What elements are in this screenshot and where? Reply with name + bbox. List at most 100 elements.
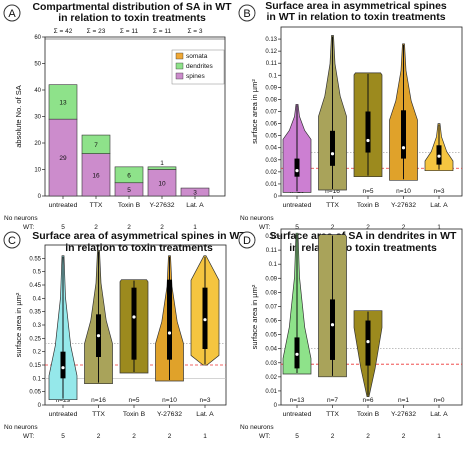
n-label: n=10 [162, 397, 177, 404]
bar-value-label: 16 [92, 172, 100, 179]
y-tick-label: 0.12 [265, 234, 277, 240]
n-label: n=16 [325, 188, 340, 195]
y-tick-label: 0.2 [33, 350, 42, 356]
wt-label: WT: [23, 433, 34, 440]
bar-spines [180, 187, 210, 197]
y-tick-label: 0.25 [29, 336, 41, 342]
chart-title-line-2: in relation to toxin treatments [65, 242, 213, 254]
chart-title-line-2: in relation to toxin treatments [289, 242, 437, 254]
neuron-count: 2 [168, 433, 172, 440]
chart-title-line-1: Surface area of SA in dendrites in WT [270, 230, 457, 242]
y-tick-label: 0.02 [265, 170, 277, 176]
neuron-count: 2 [97, 433, 101, 440]
neuron-count: 2 [127, 224, 131, 231]
median-point [295, 352, 299, 356]
y-tick-label: 0.3 [33, 323, 42, 329]
wt-label: WT: [259, 224, 270, 231]
sum-label: Σ = 11 [153, 28, 172, 35]
neuron-count: 1 [193, 224, 197, 231]
y-tick-label: 0.06 [265, 122, 277, 128]
panel-letter-badge [238, 4, 256, 22]
n-label: n=3 [433, 188, 444, 195]
wt-label: WT: [23, 224, 34, 231]
y-axis-label: surface area in µm² [14, 292, 23, 357]
y-tick-label: 0.09 [265, 276, 277, 282]
neuron-count: 1 [437, 224, 441, 231]
y-tick-label: 20 [34, 141, 41, 147]
panel-letter: D [243, 235, 251, 247]
bar-value-label: 7 [94, 142, 98, 149]
y-tick-label: 0.1 [33, 376, 42, 382]
neuron-count: 5 [61, 433, 65, 440]
iqr-box [60, 351, 66, 379]
bar-value-label: 29 [59, 155, 67, 162]
y-tick-label: 0.12 [265, 49, 277, 55]
n-label: n=5 [128, 397, 139, 404]
median-point [96, 334, 101, 338]
n-label: n=16 [91, 397, 106, 404]
x-category-label: untreated [49, 411, 78, 418]
sum-label: Σ = 3 [187, 28, 202, 35]
x-category-label: Toxin B [357, 411, 380, 418]
y-tick-label: 0.09 [265, 85, 277, 91]
x-category-label: Toxin B [118, 202, 141, 209]
y-tick-label: 0.11 [266, 248, 278, 254]
median-point [401, 146, 406, 150]
y-tick-label: 0.13 [265, 37, 277, 43]
y-tick-label: 0.07 [265, 110, 277, 116]
median-point [366, 340, 370, 344]
y-tick-label: 0.05 [29, 390, 41, 396]
y-tick-label: 60 [34, 35, 41, 41]
bar-value-label: 10 [158, 180, 166, 187]
iqr-box [167, 279, 172, 360]
x-category-label: TTX [326, 411, 339, 418]
y-tick-label: 0.07 [265, 304, 277, 310]
y-tick-label: 0.1 [269, 73, 278, 79]
y-tick-label: 0.04 [265, 146, 277, 152]
legend-swatch-somata [175, 52, 184, 60]
x-category-label: Lat. A [196, 411, 214, 418]
chart-title-line-2: in WT in relation to toxin treatments [266, 11, 445, 23]
y-tick-label: 40 [34, 88, 41, 94]
panel-c: C Surface area of asymmetrical spines in … [3, 230, 246, 440]
median-point [132, 315, 136, 319]
legend-label-spines: spines [186, 73, 206, 80]
median-point [295, 169, 299, 173]
n-label: n=5 [362, 188, 373, 195]
panel-letter-badge [238, 231, 256, 249]
y-tick-label: 50 [34, 62, 41, 68]
x-category-label: Toxin B [123, 411, 146, 418]
y-tick-label: 0.1 [269, 262, 278, 268]
bar-dendrites [114, 166, 144, 184]
y-tick-label: 30 [34, 115, 41, 121]
bar-dendrites [48, 84, 78, 120]
bar-spines [48, 118, 78, 197]
plot-frame [280, 228, 463, 406]
x-category-label: Y-27632 [149, 202, 174, 209]
neuron-count: 2 [94, 224, 98, 231]
legend-swatch-dendrites [175, 62, 184, 70]
panel-d: D Surface area of SA in dendrites in WTin… [238, 228, 463, 440]
neuron-count: 5 [61, 224, 65, 231]
neuron-count: 5 [295, 433, 299, 440]
y-tick-label: 10 [34, 168, 41, 174]
neuron-count: 2 [331, 433, 335, 440]
y-tick-label: 0.08 [265, 290, 277, 296]
chart-title-line-2: in relation to toxin treatments [58, 12, 206, 24]
n-label: n=6 [362, 397, 373, 404]
x-category-label: Lat. A [186, 202, 204, 209]
bar-value-label: 13 [59, 99, 67, 106]
n-label: n=10 [396, 188, 411, 195]
y-tick-label: 0 [274, 194, 278, 200]
legend-swatch-spines [175, 72, 184, 80]
legend-label-dendrites: dendrites [186, 63, 213, 70]
y-tick-label: 0.01 [265, 182, 277, 188]
bar-value-label: 6 [127, 172, 131, 179]
chart-title-line-1: Surface area of asymmetrical spines in W… [32, 230, 246, 242]
x-category-label: TTX [90, 202, 103, 209]
x-category-label: Y-27632 [391, 202, 416, 209]
median-point [330, 323, 335, 327]
neuron-count: 2 [366, 433, 370, 440]
n-label: n=0 [433, 397, 444, 404]
